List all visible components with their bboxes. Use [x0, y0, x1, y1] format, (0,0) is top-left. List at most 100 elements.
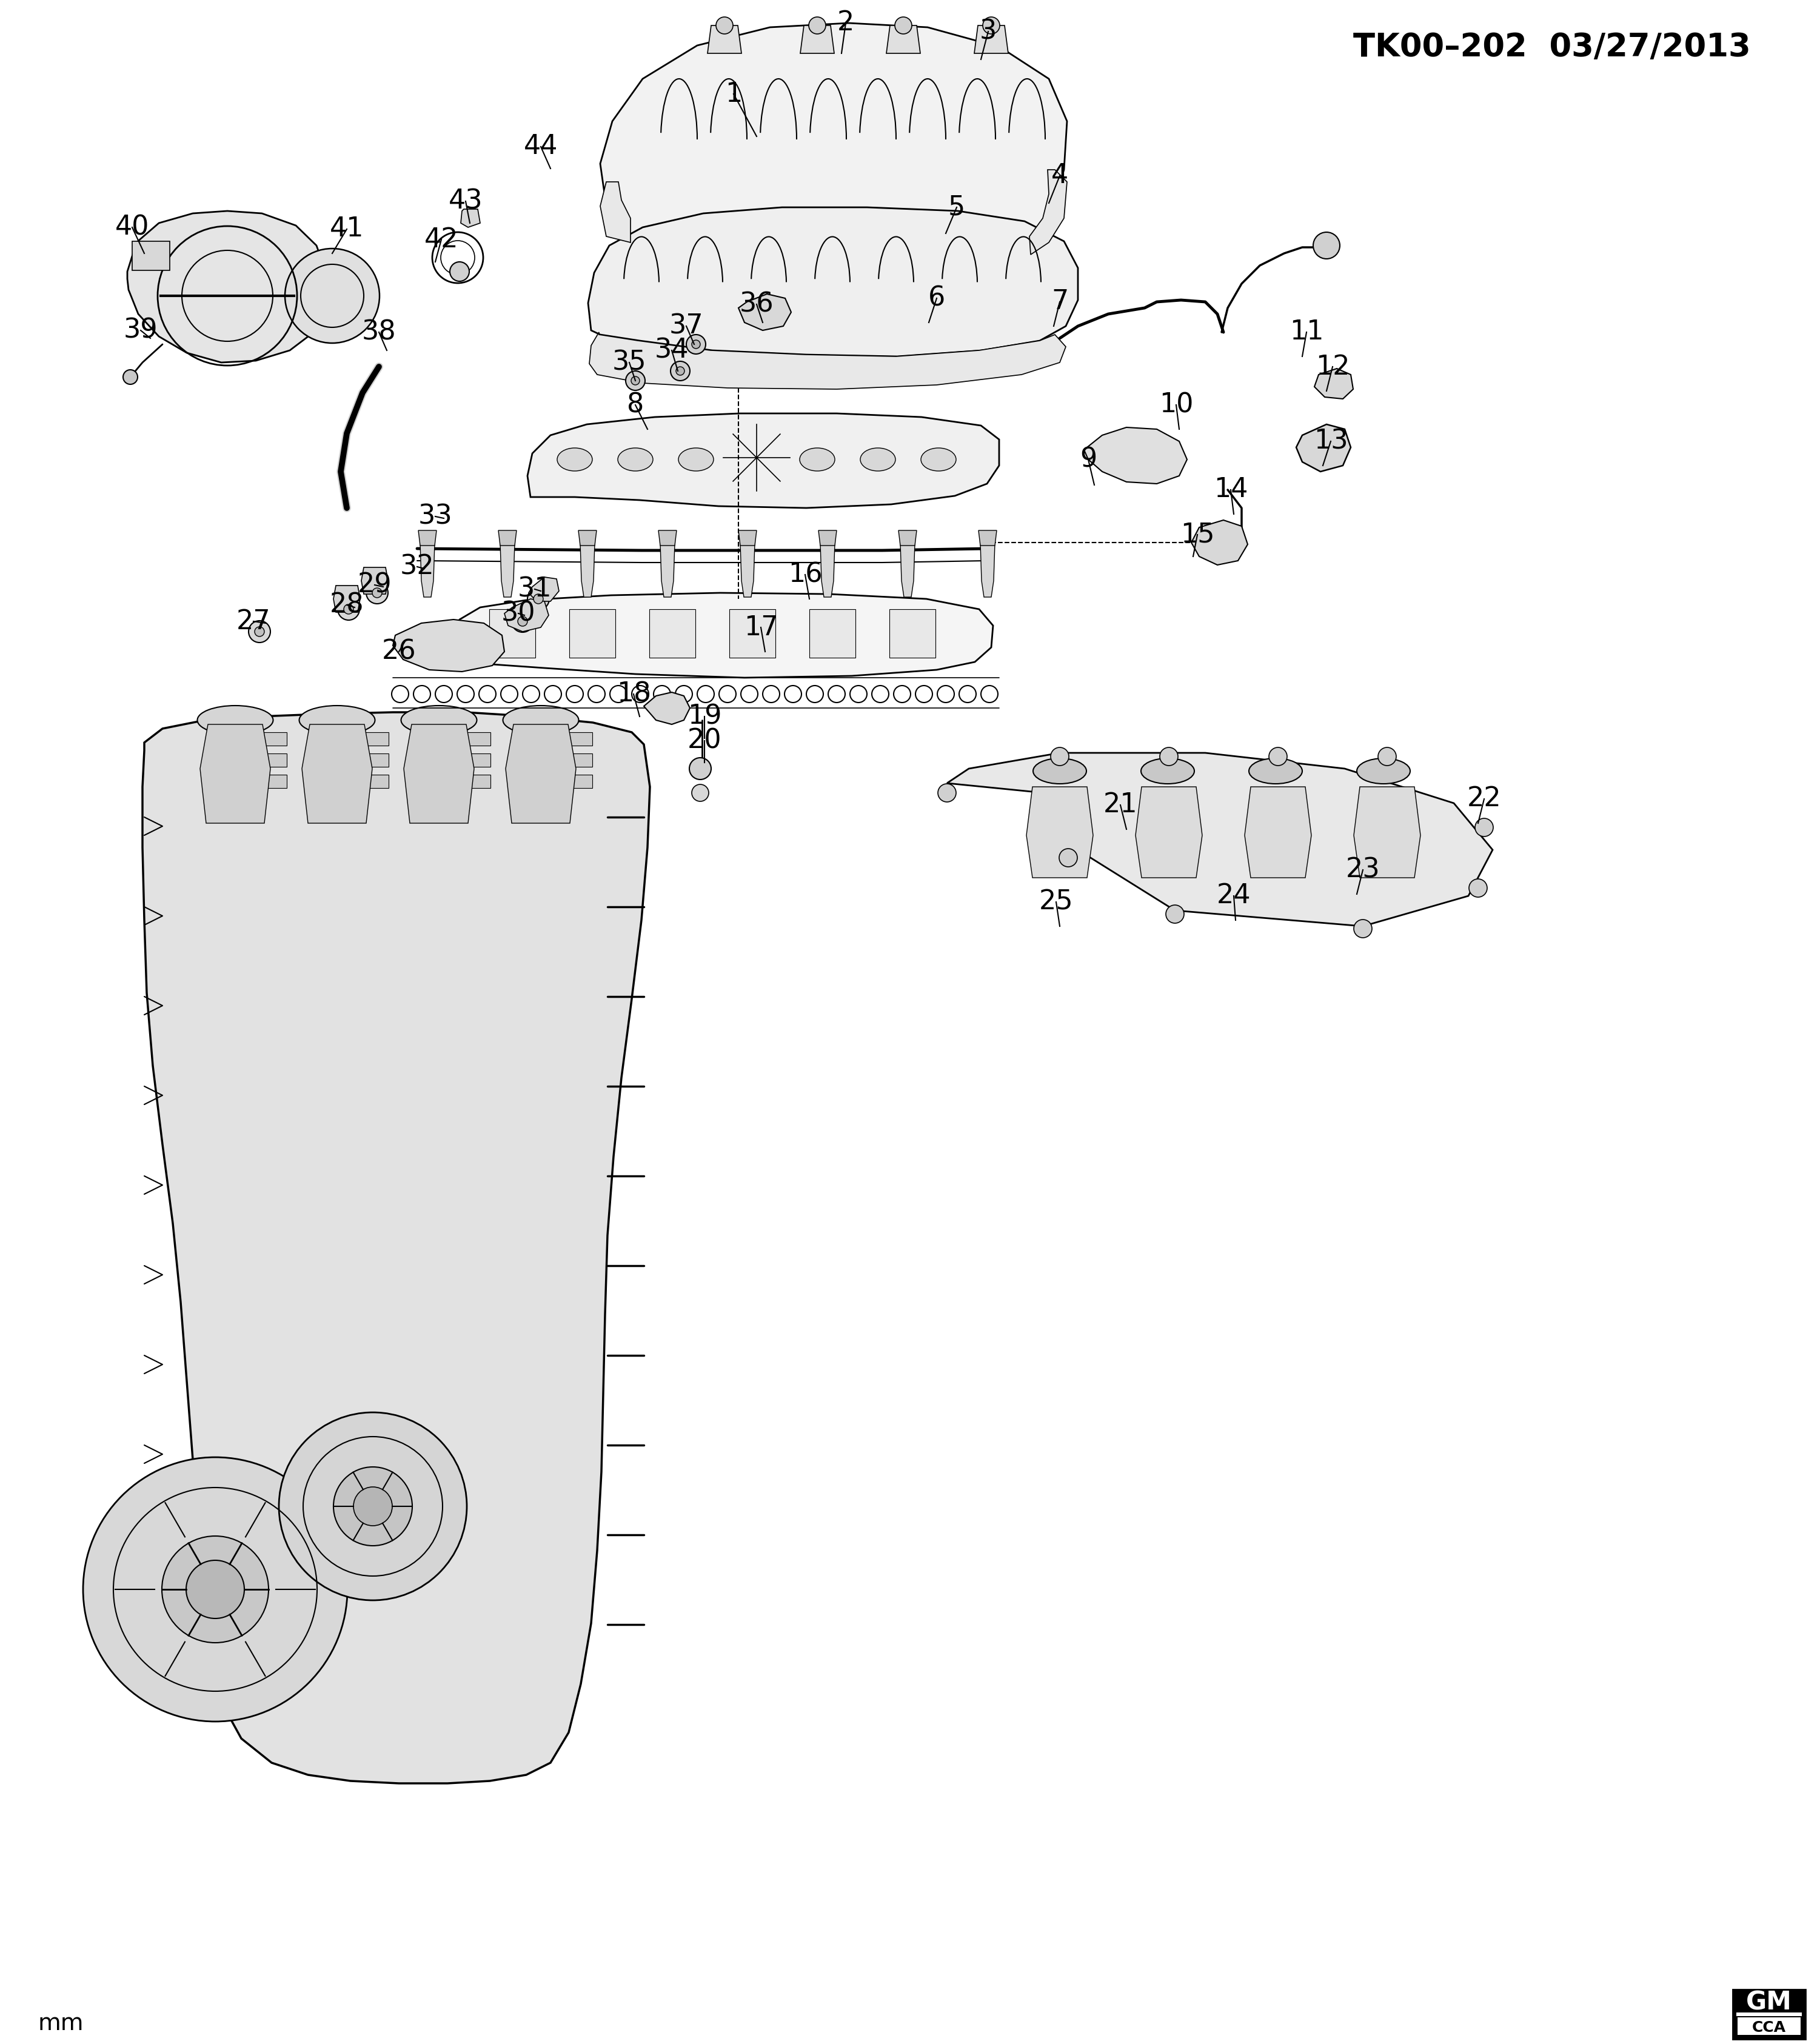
Circle shape: [715, 16, 733, 35]
Polygon shape: [899, 529, 917, 546]
Text: 43: 43: [448, 188, 482, 215]
Bar: [317, 775, 389, 789]
Text: 1: 1: [724, 82, 743, 106]
Text: CCA: CCA: [1753, 2019, 1785, 2036]
Polygon shape: [1030, 170, 1067, 256]
Ellipse shape: [1358, 758, 1411, 783]
Circle shape: [333, 1468, 413, 1545]
Text: 19: 19: [688, 703, 721, 730]
Circle shape: [1050, 748, 1068, 767]
Bar: [1738, 2017, 1800, 2036]
Text: 29: 29: [357, 572, 391, 599]
Polygon shape: [821, 542, 835, 597]
Text: TK00–202  03/27/2013: TK00–202 03/27/2013: [1354, 31, 1751, 63]
Bar: [215, 754, 288, 767]
Bar: [317, 754, 389, 767]
Circle shape: [255, 628, 264, 636]
Circle shape: [344, 605, 353, 613]
Text: 25: 25: [1039, 889, 1074, 916]
Polygon shape: [419, 529, 437, 546]
Polygon shape: [302, 724, 373, 824]
Circle shape: [1469, 879, 1487, 897]
Bar: [570, 609, 615, 658]
Circle shape: [286, 249, 380, 343]
Circle shape: [84, 1457, 348, 1721]
Text: mm: mm: [38, 2011, 84, 2036]
Bar: [317, 732, 389, 746]
Circle shape: [670, 362, 690, 380]
Text: 18: 18: [617, 681, 652, 707]
Text: 38: 38: [362, 319, 397, 345]
Polygon shape: [708, 25, 741, 53]
Circle shape: [373, 589, 382, 597]
Bar: [890, 609, 935, 658]
Text: 8: 8: [626, 392, 644, 417]
Text: 13: 13: [1314, 429, 1349, 454]
Bar: [521, 754, 592, 767]
Bar: [730, 609, 775, 658]
Bar: [419, 754, 490, 767]
Ellipse shape: [921, 448, 956, 470]
Text: 39: 39: [124, 317, 158, 343]
Polygon shape: [528, 413, 999, 509]
Text: 33: 33: [419, 503, 453, 529]
Circle shape: [808, 16, 826, 35]
Text: 44: 44: [524, 133, 559, 159]
Text: 37: 37: [670, 313, 704, 339]
Text: 17: 17: [744, 615, 777, 640]
Bar: [419, 732, 490, 746]
Circle shape: [1354, 920, 1372, 938]
Circle shape: [517, 617, 528, 625]
Circle shape: [528, 589, 550, 609]
Circle shape: [1378, 748, 1396, 767]
Ellipse shape: [298, 705, 375, 734]
Polygon shape: [1354, 787, 1420, 877]
Polygon shape: [1085, 427, 1187, 484]
Polygon shape: [659, 529, 677, 546]
Text: 7: 7: [1052, 288, 1068, 315]
Circle shape: [162, 1535, 269, 1643]
Text: 6: 6: [928, 286, 945, 311]
Text: 42: 42: [424, 227, 459, 253]
Polygon shape: [200, 724, 271, 824]
Polygon shape: [1192, 519, 1249, 564]
Polygon shape: [886, 25, 921, 53]
Polygon shape: [504, 599, 548, 632]
Circle shape: [692, 339, 701, 350]
Ellipse shape: [1141, 758, 1194, 783]
Bar: [133, 241, 169, 270]
Circle shape: [1159, 748, 1178, 767]
Text: 35: 35: [612, 350, 646, 376]
Circle shape: [339, 599, 360, 619]
Polygon shape: [420, 542, 435, 597]
Text: 24: 24: [1216, 883, 1250, 910]
Circle shape: [366, 583, 388, 603]
Text: 20: 20: [688, 728, 723, 754]
Polygon shape: [801, 25, 834, 53]
Circle shape: [1314, 233, 1340, 260]
Polygon shape: [644, 693, 690, 724]
Circle shape: [983, 16, 999, 35]
Circle shape: [249, 621, 271, 642]
Circle shape: [1474, 818, 1492, 836]
Circle shape: [511, 611, 533, 632]
Text: 40: 40: [115, 215, 149, 241]
Polygon shape: [946, 752, 1492, 926]
Circle shape: [1269, 748, 1287, 767]
Polygon shape: [1136, 787, 1203, 877]
Circle shape: [686, 335, 706, 354]
Text: 34: 34: [655, 337, 690, 364]
Circle shape: [533, 595, 542, 603]
Polygon shape: [1026, 787, 1094, 877]
Polygon shape: [741, 542, 755, 597]
Circle shape: [626, 370, 644, 390]
Bar: [521, 732, 592, 746]
Bar: [419, 775, 490, 789]
Polygon shape: [588, 206, 1077, 356]
Circle shape: [895, 16, 912, 35]
Bar: [521, 775, 592, 789]
Polygon shape: [901, 542, 915, 597]
Polygon shape: [501, 542, 515, 597]
Text: 31: 31: [517, 576, 551, 603]
Text: 27: 27: [237, 609, 271, 634]
